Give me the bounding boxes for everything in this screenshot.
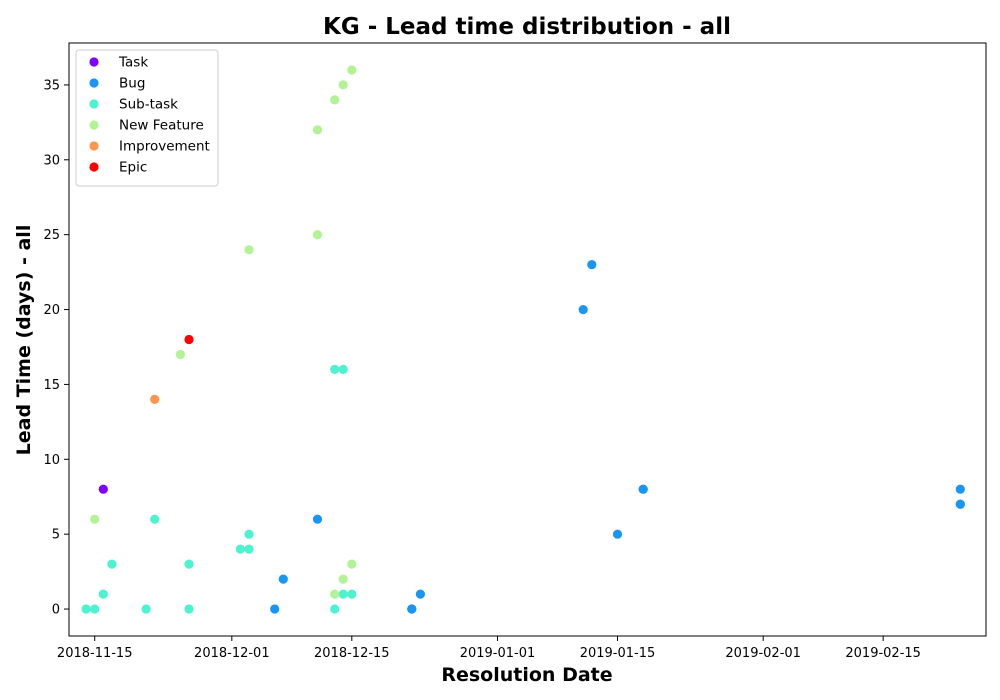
data-point bbox=[578, 305, 588, 315]
data-point bbox=[338, 364, 348, 374]
y-tick-label: 25 bbox=[43, 228, 60, 243]
x-tick-label: 2019-01-01 bbox=[460, 646, 536, 661]
legend-marker bbox=[89, 162, 99, 172]
y-tick-label: 0 bbox=[52, 603, 60, 618]
data-point bbox=[955, 484, 965, 494]
data-point bbox=[330, 589, 340, 599]
y-tick-label: 20 bbox=[43, 303, 60, 318]
y-axis-label: Lead Time (days) - all bbox=[13, 225, 35, 456]
x-tick-label: 2019-02-15 bbox=[845, 646, 921, 661]
data-point bbox=[347, 589, 357, 599]
y-tick-label: 10 bbox=[43, 453, 60, 468]
legend-label: Task bbox=[118, 55, 148, 71]
data-point bbox=[107, 559, 117, 569]
data-point bbox=[612, 529, 623, 539]
legend-marker bbox=[89, 99, 99, 109]
data-point bbox=[347, 65, 357, 75]
x-tick-label: 2018-12-15 bbox=[314, 646, 390, 661]
data-point bbox=[330, 364, 340, 374]
legend-marker bbox=[89, 120, 99, 130]
legend-label: Sub-task bbox=[119, 97, 178, 113]
data-point bbox=[270, 604, 280, 614]
legend: Task Bug Sub-task New Feature Improvement Epi… bbox=[75, 49, 219, 187]
y-axis-ticks: 0 5 10 15 20 25 30 35 bbox=[43, 78, 69, 618]
legend-label: Epic bbox=[119, 160, 147, 176]
data-point bbox=[330, 95, 340, 105]
data-point bbox=[338, 574, 348, 584]
data-point bbox=[141, 604, 151, 614]
data-point bbox=[150, 394, 160, 404]
legend-box bbox=[75, 49, 219, 187]
data-point bbox=[955, 499, 965, 509]
data-point bbox=[98, 589, 108, 599]
legend-marker bbox=[89, 141, 99, 151]
data-point bbox=[244, 529, 254, 539]
data-point bbox=[90, 514, 100, 524]
data-point bbox=[638, 484, 648, 494]
data-point bbox=[98, 484, 108, 494]
data-point bbox=[175, 349, 185, 360]
data-point bbox=[81, 604, 91, 614]
data-point bbox=[338, 589, 348, 599]
y-tick-label: 30 bbox=[43, 153, 60, 168]
chart-title: KG - Lead time distribution - all bbox=[323, 14, 731, 40]
data-point bbox=[407, 604, 417, 614]
data-point bbox=[244, 245, 254, 255]
legend-marker bbox=[89, 57, 99, 67]
data-point bbox=[338, 80, 348, 90]
legend-label: Bug bbox=[119, 76, 145, 92]
y-tick-label: 5 bbox=[52, 528, 60, 543]
data-point bbox=[184, 604, 194, 614]
data-point bbox=[330, 604, 340, 614]
data-point bbox=[90, 604, 100, 614]
data-points bbox=[81, 65, 965, 614]
legend-label: Improvement bbox=[119, 139, 210, 155]
legend-marker bbox=[89, 78, 99, 88]
data-point bbox=[235, 544, 245, 554]
data-point bbox=[347, 559, 357, 569]
y-tick-label: 35 bbox=[43, 78, 60, 93]
x-axis-label: Resolution Date bbox=[441, 664, 612, 686]
data-point bbox=[184, 334, 194, 345]
x-tick-label: 2019-02-01 bbox=[725, 646, 801, 661]
x-tick-label: 2018-12-01 bbox=[194, 646, 270, 661]
x-axis-ticks: 2018-11-15 2018-12-01 2018-12-15 2019-01-01… bbox=[57, 636, 921, 661]
data-point bbox=[184, 559, 194, 569]
plot-frame bbox=[68, 42, 987, 637]
legend-label: New Feature bbox=[119, 118, 204, 134]
y-tick-label: 15 bbox=[43, 378, 60, 393]
data-point bbox=[150, 514, 160, 524]
data-point bbox=[278, 574, 288, 584]
x-tick-label: 2019-01-15 bbox=[580, 646, 656, 661]
data-point bbox=[312, 230, 323, 240]
x-tick-label: 2018-11-15 bbox=[57, 646, 133, 661]
data-point bbox=[587, 260, 597, 270]
data-point bbox=[312, 514, 323, 524]
data-point bbox=[244, 544, 254, 554]
data-point bbox=[312, 125, 323, 135]
data-point bbox=[415, 589, 425, 599]
